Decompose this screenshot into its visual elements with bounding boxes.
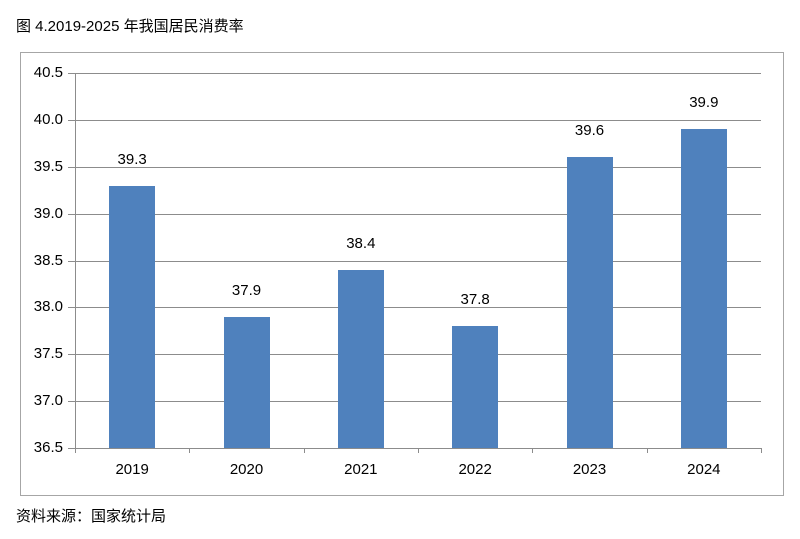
x-category-label: 2021 (344, 461, 378, 478)
y-axis-tick (68, 260, 75, 262)
x-axis-tick (75, 448, 76, 453)
gridline (75, 307, 761, 309)
y-axis-tick (68, 401, 75, 403)
x-category-label: 2022 (458, 461, 492, 478)
gridline (75, 260, 761, 262)
x-category-label: 2019 (115, 461, 149, 478)
y-axis-tick (68, 166, 75, 168)
gridline (75, 166, 761, 168)
bar-2019 (109, 185, 156, 448)
y-tick-label: 36.5 (33, 439, 63, 456)
bar-value-label: 39.6 (574, 122, 605, 140)
y-tick-label: 38.5 (33, 251, 63, 269)
chart-frame: 40.5 40.0 39.5 39.0 38.5 38.0 37.5 37.0 36.5 39.3… (20, 52, 784, 496)
bar-value-label: 38.4 (346, 234, 376, 252)
gridline (75, 73, 761, 74)
plot-area: 40.5 40.0 39.5 39.0 38.5 38.0 37.5 37.0 36.5 39.3… (34, 64, 762, 478)
y-axis-tick (68, 448, 75, 449)
x-category-label: 2024 (687, 461, 721, 478)
y-axis-tick (68, 119, 75, 121)
bar-2021 (337, 269, 384, 448)
x-axis-tick (761, 448, 762, 453)
chart-title: 图 4.2019-2025 年我国居民消费率 (16, 18, 244, 35)
bar-2022 (452, 326, 499, 448)
gridline (75, 119, 761, 121)
source-note: 资料来源：国家统计局 (16, 508, 167, 525)
y-tick-label: 39.5 (33, 157, 63, 175)
x-category-label: 2020 (229, 461, 264, 478)
bar-2024 (680, 129, 727, 448)
y-axis-tick (68, 307, 75, 309)
y-axis-tick (68, 213, 75, 215)
bar-value-label: 39.3 (117, 150, 147, 168)
y-tick-label: 40.0 (33, 110, 63, 128)
y-axis-tick (68, 354, 75, 356)
x-axis-tick (418, 448, 419, 453)
y-tick-label: 38.0 (33, 298, 63, 316)
x-axis-tick (303, 448, 305, 453)
x-axis-tick (532, 448, 534, 453)
x-category-label: 2023 (572, 461, 607, 478)
y-tick-label: 37.0 (33, 392, 63, 410)
y-axis-line (75, 73, 76, 449)
bar-value-label: 37.9 (231, 281, 262, 299)
bar-value-label: 37.8 (460, 291, 490, 309)
y-tick-label: 37.5 (33, 345, 63, 363)
x-axis-tick (646, 448, 648, 453)
bar-2020 (223, 316, 270, 448)
gridline (75, 213, 761, 215)
y-axis-tick (68, 73, 75, 74)
gridline (75, 401, 761, 403)
gridline (75, 354, 761, 356)
y-tick-label: 39.0 (33, 204, 63, 222)
bar-value-label: 39.9 (689, 94, 719, 112)
x-axis-tick (189, 448, 191, 453)
y-tick-label: 40.5 (33, 64, 63, 81)
bar-2023 (566, 157, 613, 448)
